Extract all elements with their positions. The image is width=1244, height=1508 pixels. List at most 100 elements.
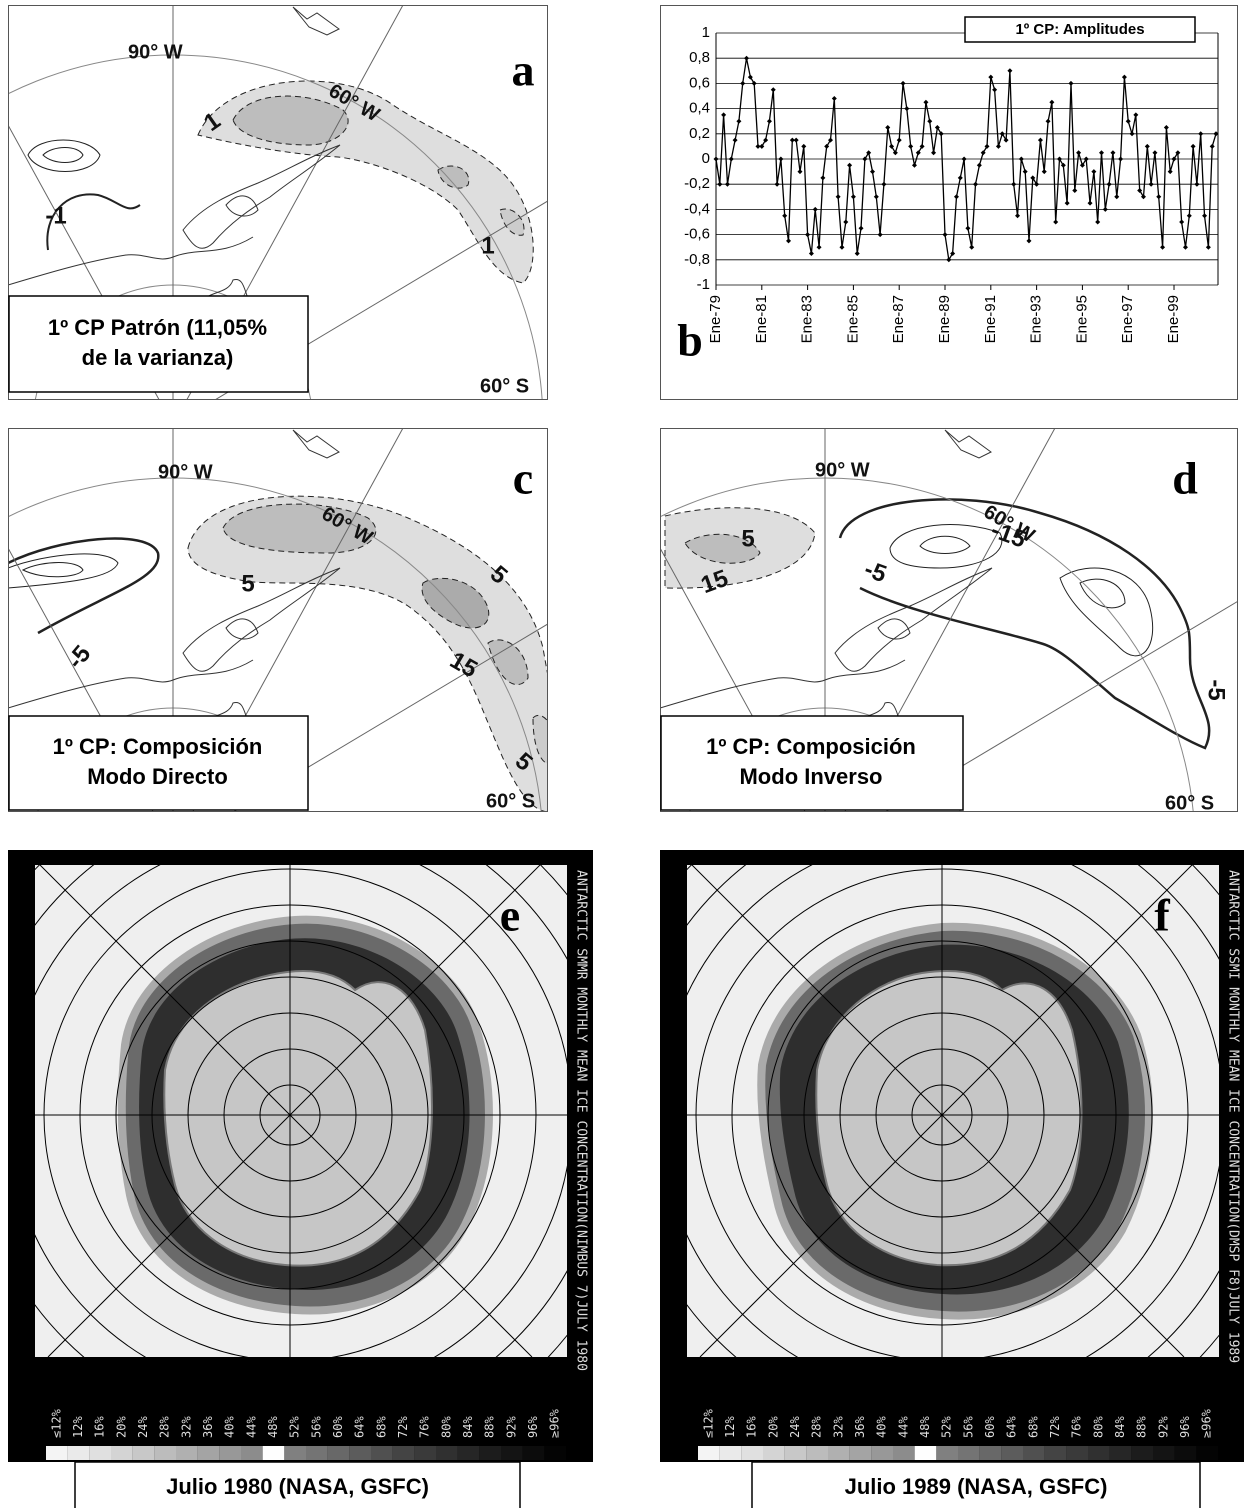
- scale-label: 12%: [71, 1416, 85, 1438]
- x-tick-label: Ene-83: [799, 295, 816, 343]
- map-label: 90° W: [158, 461, 213, 483]
- scale-swatch: [154, 1446, 176, 1460]
- panel-letter: f: [1154, 890, 1170, 941]
- panel-letter: a: [512, 45, 535, 96]
- scale-label: 92%: [504, 1416, 518, 1438]
- scale-label: 76%: [1070, 1416, 1084, 1438]
- scale-swatch: [263, 1446, 285, 1460]
- scale-label: 48%: [918, 1416, 932, 1438]
- scale-swatch: [458, 1446, 480, 1460]
- scale-swatch: [980, 1446, 1002, 1460]
- scale-swatch: [806, 1446, 828, 1460]
- scale-swatch: [763, 1446, 785, 1460]
- x-tick-label: Ene-85: [844, 295, 861, 343]
- scale-label: 64%: [353, 1416, 367, 1438]
- scale-swatch: [414, 1446, 436, 1460]
- scale-swatch: [828, 1446, 850, 1460]
- caption-text: de la varianza): [82, 345, 234, 370]
- scale-label: 56%: [309, 1416, 323, 1438]
- scale-swatch: [1023, 1446, 1045, 1460]
- y-tick-label: -1: [697, 276, 710, 293]
- x-tick-label: Ene-81: [753, 295, 770, 343]
- map-label: 90° W: [815, 459, 870, 481]
- scale-label: 56%: [961, 1416, 975, 1438]
- x-tick-label: Ene-93: [1028, 295, 1045, 343]
- y-tick-label: -0,4: [684, 200, 710, 217]
- scale-swatch: [1131, 1446, 1153, 1460]
- scale-swatch: [936, 1446, 958, 1460]
- scale-swatch: [198, 1446, 220, 1460]
- scale-swatch: [720, 1446, 742, 1460]
- scale-label: 48%: [266, 1416, 280, 1438]
- scale-swatch: [785, 1446, 807, 1460]
- scale-swatch: [1196, 1446, 1218, 1460]
- scale-swatch: [1153, 1446, 1175, 1460]
- scale-swatch: [111, 1446, 133, 1460]
- scale-label: 68%: [374, 1416, 388, 1438]
- scale-label: 52%: [288, 1416, 302, 1438]
- scale-swatch: [958, 1446, 980, 1460]
- scale-label: 24%: [788, 1416, 802, 1438]
- scale-label: 36%: [853, 1416, 867, 1438]
- scale-label: 88%: [483, 1416, 497, 1438]
- scale-swatch: [176, 1446, 198, 1460]
- scale-swatch: [479, 1446, 501, 1460]
- scale-swatch: [393, 1446, 415, 1460]
- contour-label: -5: [1203, 679, 1230, 700]
- scale-label: ≤12%: [701, 1408, 715, 1438]
- x-tick-label: Ene-91: [982, 295, 999, 343]
- y-tick-label: 0: [702, 150, 710, 167]
- caption-text: 1º CP: Composición: [53, 734, 263, 759]
- caption-text: Julio 1989 (NASA, GSFC): [845, 1474, 1108, 1499]
- map-label: 60° S: [480, 375, 529, 397]
- scale-label: 96%: [1178, 1416, 1192, 1438]
- scale-swatch: [349, 1446, 371, 1460]
- scale-label: 60%: [331, 1416, 345, 1438]
- scale-label: 84%: [461, 1416, 475, 1438]
- panel-letter: b: [677, 315, 703, 366]
- y-tick-label: 0,8: [689, 49, 710, 66]
- scale-swatch: [915, 1446, 937, 1460]
- y-tick-label: -0,6: [684, 226, 710, 243]
- scale-swatch: [89, 1446, 111, 1460]
- scale-label: 60%: [983, 1416, 997, 1438]
- x-tick-label: Ene-89: [936, 295, 953, 343]
- scale-swatch: [68, 1446, 90, 1460]
- scale-swatch: [306, 1446, 328, 1460]
- scale-label: 16%: [93, 1416, 107, 1438]
- x-tick-label: Ene-99: [1165, 295, 1182, 343]
- scale-swatch: [328, 1446, 350, 1460]
- scale-label: 44%: [896, 1416, 910, 1438]
- scale-label: 80%: [1091, 1416, 1105, 1438]
- scale-swatch: [133, 1446, 155, 1460]
- scale-swatch: [219, 1446, 241, 1460]
- scale-label: 72%: [1048, 1416, 1062, 1438]
- scale-label: 96%: [526, 1416, 540, 1438]
- panel-letter: c: [513, 453, 533, 504]
- scale-label: 20%: [114, 1416, 128, 1438]
- scale-swatch: [871, 1446, 893, 1460]
- scale-label: 28%: [810, 1416, 824, 1438]
- map-label: 90° W: [128, 41, 183, 63]
- scale-label: 72%: [396, 1416, 410, 1438]
- scale-label: 40%: [223, 1416, 237, 1438]
- y-tick-label: -0,8: [684, 251, 710, 268]
- scale-swatch: [1045, 1446, 1067, 1460]
- scale-swatch: [893, 1446, 915, 1460]
- scale-label: 28%: [158, 1416, 172, 1438]
- scale-swatch: [371, 1446, 393, 1460]
- scale-label: 92%: [1156, 1416, 1170, 1438]
- scale-swatch: [850, 1446, 872, 1460]
- scale-label: 16%: [745, 1416, 759, 1438]
- scale-label: 36%: [201, 1416, 215, 1438]
- satellite-header: ANTARCTIC SMMR MONTHLY MEAN ICE CONCENTR…: [574, 870, 589, 1371]
- caption-text: 1º CP Patrón (11,05%: [48, 315, 267, 340]
- scale-swatch: [241, 1446, 263, 1460]
- contour-label: -1: [45, 202, 66, 229]
- figure: 90° W60° W60° S1-11a1º CP Patrón (11,05%…: [0, 0, 1244, 1508]
- y-tick-label: 0,2: [689, 125, 710, 142]
- scale-swatch: [1088, 1446, 1110, 1460]
- scale-label: ≥96%: [548, 1408, 562, 1438]
- scale-swatch: [1001, 1446, 1023, 1460]
- contour-label: 5: [741, 525, 754, 552]
